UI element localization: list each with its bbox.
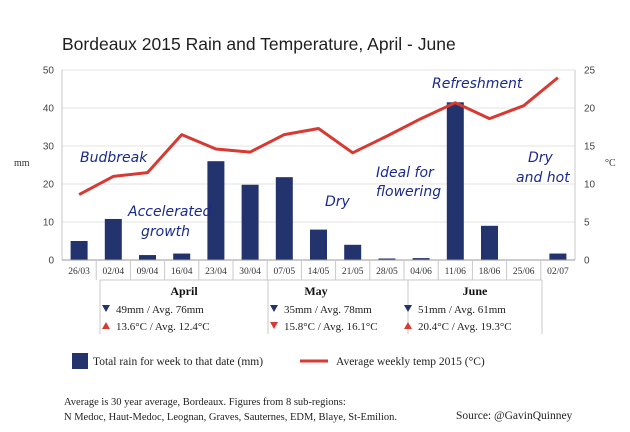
x-tick-label: 04/06 (410, 267, 432, 277)
footnote-line-2: N Medoc, Haut-Medoc, Leognan, Graves, Sa… (64, 412, 397, 423)
annotation: Budbreak (80, 150, 148, 166)
rain-bar (310, 229, 327, 260)
x-tick-label: 09/04 (137, 267, 159, 277)
x-tick-label: 16/04 (171, 267, 193, 277)
arrow-up-icon (102, 322, 110, 329)
rain-bar (344, 244, 362, 260)
rain-bar (446, 102, 464, 260)
y2-tick-label: 10 (584, 180, 596, 191)
footnote-line-1: Average is 30 year average, Bordeaux. Fi… (64, 397, 346, 408)
x-tick-label: 26/03 (68, 267, 90, 277)
x-tick-label: 25/06 (513, 267, 535, 277)
annotation: growth (141, 224, 190, 240)
rain-bar (412, 258, 430, 260)
legend-rain-swatch (72, 353, 88, 369)
y-tick-label: 50 (43, 66, 55, 77)
month-block-april: April 49mm / Avg. 76mm 13.6°C / Avg. 12.4°… (102, 284, 210, 333)
x-tick-label: 30/04 (239, 267, 261, 277)
rain-bar (207, 161, 225, 260)
y2-tick-label: 20 (584, 104, 596, 115)
month-heading: April (170, 284, 198, 298)
rain-bar (481, 225, 498, 260)
month-rain-stat: 35mm / Avg. 78mm (284, 304, 372, 316)
arrow-down-icon (270, 322, 278, 329)
month-temp-stat: 13.6°C / Avg. 12.4°C (116, 321, 210, 333)
x-tick-label: 02/04 (102, 267, 124, 277)
annotation: Dry (528, 150, 554, 166)
x-tick-label: 02/07 (547, 267, 569, 277)
y-tick-label: 30 (43, 142, 55, 153)
y-axis-label: mm (14, 158, 30, 169)
month-rain-stat: 51mm / Avg. 61mm (418, 304, 506, 316)
x-tick-label: 18/06 (479, 267, 501, 277)
annotation: Dry (325, 194, 351, 210)
y2-tick-label: 15 (584, 142, 596, 153)
rain-bar (139, 255, 156, 260)
arrow-up-icon (404, 322, 412, 329)
y-tick-label: 20 (43, 180, 55, 191)
rain-bar (275, 177, 293, 260)
legend-rain-label: Total rain for week to that date (mm) (93, 356, 263, 368)
x-tick-label: 07/05 (273, 267, 295, 277)
annotations: Budbreak Accelerated growth Dry Ideal for flo… (80, 76, 570, 240)
month-temp-stat: 15.8°C / Avg. 16.1°C (284, 321, 378, 333)
month-block-june: June 51mm / Avg. 61mm 20.4°C / Avg. 19.3°C (404, 284, 512, 333)
x-tick-label: 28/05 (376, 267, 398, 277)
rain-bar (378, 258, 396, 260)
annotation: Refreshment (432, 76, 523, 92)
annotation: flowering (376, 184, 441, 200)
month-heading: May (304, 284, 327, 298)
rain-bar (104, 218, 122, 260)
rain-bars (70, 102, 567, 260)
chart-title: Bordeaux 2015 Rain and Temperature, Apri… (62, 34, 456, 54)
x-tick-label: 14/05 (308, 267, 330, 277)
month-heading: June (463, 284, 488, 298)
y-tick-label: 0 (48, 256, 54, 267)
annotation: Accelerated (127, 204, 212, 220)
y-tick-label: 40 (43, 104, 55, 115)
y2-tick-label: 5 (584, 218, 590, 229)
x-tick-label: 21/05 (342, 267, 364, 277)
annotation: Ideal for (376, 165, 435, 181)
annotation: and hot (516, 170, 570, 186)
month-rain-stat: 49mm / Avg. 76mm (116, 304, 204, 316)
legend-temp-label: Average weekly temp 2015 (°C) (336, 356, 485, 368)
temperature-line (78, 76, 559, 196)
arrow-down-icon (270, 305, 278, 312)
y2-axis-label: °C (605, 158, 616, 169)
month-temp-stat: 20.4°C / Avg. 19.3°C (418, 321, 512, 333)
arrow-down-icon (404, 305, 412, 312)
legend: Total rain for week to that date (mm) Ave… (72, 353, 485, 369)
temperature-series-line (78, 76, 559, 196)
arrow-down-icon (102, 305, 110, 312)
x-tick-label: 23/04 (205, 267, 227, 277)
rain-bar (173, 253, 191, 260)
x-tick-label: 11/06 (445, 267, 467, 277)
y2-tick-label: 0 (584, 256, 590, 267)
month-block-may: May 35mm / Avg. 78mm 15.8°C / Avg. 16.1°C (270, 284, 378, 333)
source: Source: @GavinQuinney (456, 410, 573, 422)
rain-bar (70, 241, 88, 260)
rain-bar (241, 184, 259, 260)
y2-tick-label: 25 (584, 66, 596, 77)
monthly-summary: April 49mm / Avg. 76mm 13.6°C / Avg. 12.4°… (99, 279, 543, 334)
rain-bar (549, 253, 567, 260)
axes: 0 10 20 30 40 50 0 5 10 15 20 25 26/03 02/04 09/04 16/0… (43, 66, 596, 280)
y-tick-label: 10 (43, 218, 55, 229)
